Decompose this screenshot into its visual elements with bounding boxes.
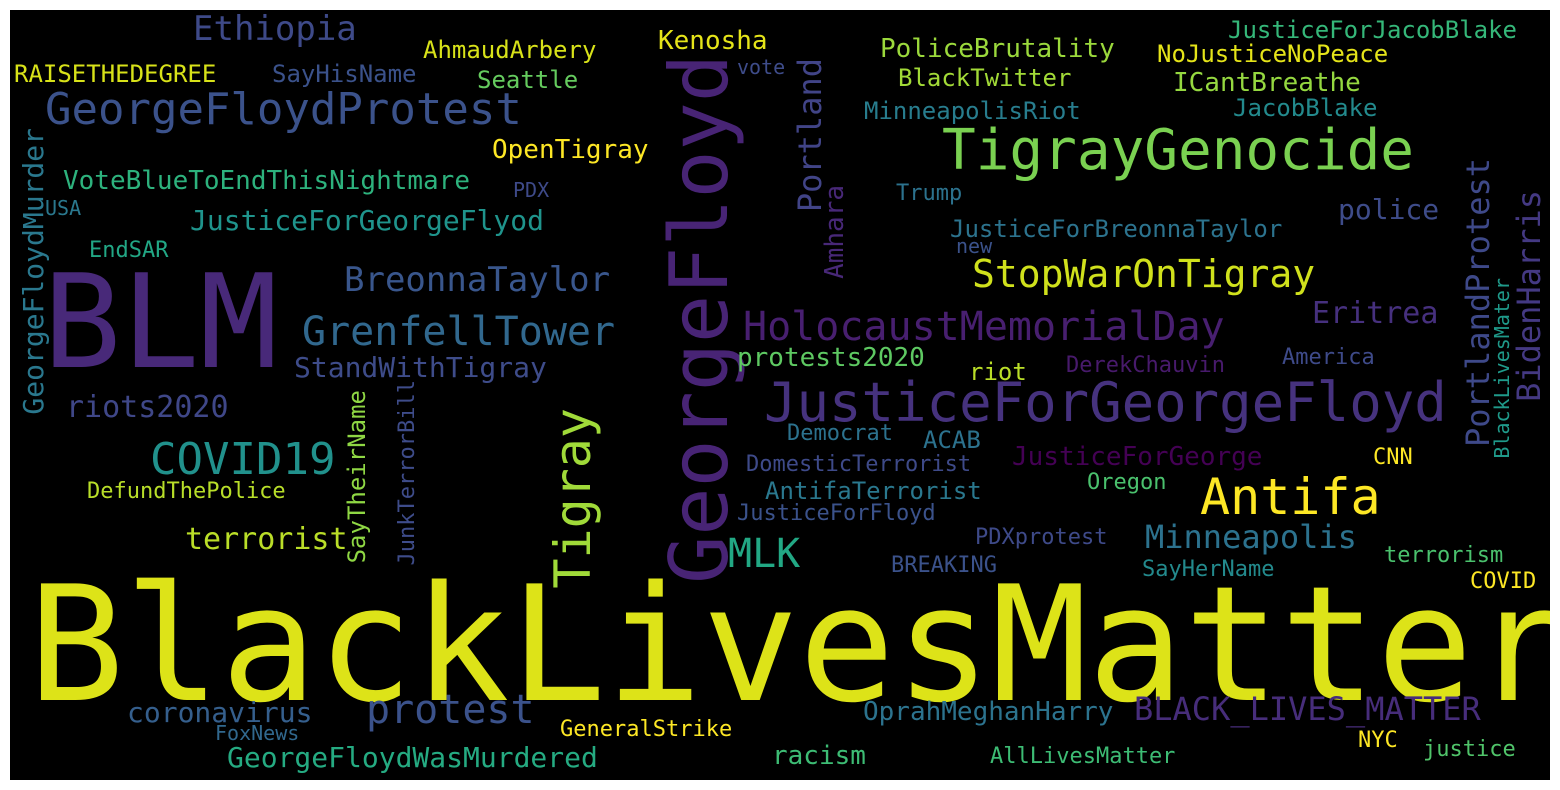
word-georgefloydprotest: GeorgeFloydProtest	[45, 84, 522, 135]
word-usa: USA	[45, 196, 82, 220]
word-justiceforjacobblake: JusticeForJacobBlake	[1228, 16, 1517, 44]
word-eritrea: Eritrea	[1312, 296, 1439, 331]
word-alllivesmatter: AllLivesMatter	[990, 744, 1176, 769]
word-saytheirname: SayTheirName	[343, 390, 371, 564]
word-jacobblake: JacobBlake	[1233, 94, 1378, 122]
word-kenosha: Kenosha	[658, 26, 768, 56]
word-justice: justice	[1423, 737, 1516, 762]
word-pdxprotest: PDXprotest	[975, 525, 1108, 550]
word-justiceforgeorge: JusticeForGeorge	[1012, 442, 1263, 472]
word-vote: vote	[737, 55, 786, 79]
word-new: new	[956, 234, 993, 258]
word-defundthepolice: DefundThePolice	[87, 479, 286, 504]
word-raisethedegree: RAISETHEDEGREE	[14, 60, 217, 88]
word-oprahmeghanharry: OprahMeghanHarry	[863, 697, 1114, 727]
word-grenfelltower: GrenfellTower	[302, 309, 616, 355]
word-generalstrike: GeneralStrike	[560, 717, 733, 742]
word-foxnews: FoxNews	[215, 721, 300, 745]
word-cloud: BlackLivesMatter BLM GeorgeFloyd TigrayG…	[10, 10, 1550, 780]
word-tigray: Tigray	[544, 408, 602, 589]
word-pdx: PDX	[513, 178, 550, 202]
word-sayhername: SayHerName	[1142, 557, 1275, 582]
word-ahmaudarbery: AhmaudArbery	[423, 36, 597, 64]
word-trump: Trump	[896, 181, 963, 206]
word-minneapolis: Minneapolis	[1145, 518, 1357, 556]
word-amhara: Amhara	[820, 185, 850, 279]
word-georgefloyd: GeorgeFloyd	[653, 54, 746, 584]
word-nyc: NYC	[1358, 728, 1398, 753]
word-georgefloydmurder: GeorgeFloydMurder	[17, 128, 50, 415]
word-votebluetoendthisnightmare: VoteBlueToEndThisNightmare	[63, 166, 470, 196]
word-sayhisname: SayHisName	[272, 60, 417, 88]
word-police: police	[1338, 193, 1440, 226]
word-georgefloydwasmurdered: GeorgeFloydWasMurdered	[227, 741, 598, 774]
word-ethiopia: Ethiopia	[193, 10, 357, 49]
word-mlk: MLK	[728, 531, 801, 577]
word-opentigray: OpenTigray	[492, 135, 649, 165]
word-justiceforfloyd: JusticeForFloyd	[737, 501, 936, 526]
word-policebrutality: PoliceBrutality	[880, 34, 1115, 64]
word-blm: BLM	[43, 246, 278, 398]
word-covid19: COVID19	[150, 434, 336, 485]
word-stopwarontigray: StopWarOnTigray	[972, 252, 1316, 296]
word-seattle: Seattle	[477, 66, 579, 94]
word-nojusticenopeace: NoJusticeNoPeace	[1157, 40, 1389, 68]
word-junkterrorbill: JunkTerrorBill	[395, 380, 420, 566]
word-acab: ACAB	[923, 426, 981, 454]
word-domesticterrorist: DomesticTerrorist	[746, 452, 972, 477]
word-antifaterrorist: AntifaTerrorist	[765, 477, 982, 505]
word-protests2020: protests2020	[737, 343, 925, 373]
word-standwithtigray: StandWithTigray	[294, 351, 547, 384]
word-blacktwitter: BlackTwitter	[898, 64, 1072, 92]
word-tigraygenocide: TigrayGenocide	[942, 118, 1415, 183]
word-blacklivesmatter: BlackLivesMatter	[28, 551, 1550, 738]
word-blacklivesmater: BlackLivesMater	[1490, 278, 1514, 459]
word-breaking: BREAKING	[891, 553, 997, 578]
word-oregon: Oregon	[1087, 470, 1167, 495]
word-endsar: EndSAR	[89, 238, 169, 263]
word-justiceforgeorgeflyod: JusticeForGeorgeFlyod	[190, 204, 545, 237]
word-minneapolisriot: MinneapolisRiot	[864, 97, 1081, 125]
word-cnn: CNN	[1373, 445, 1413, 470]
word-breonnataylor: BreonnaTaylor	[344, 260, 611, 300]
word-justiceforgeorgefloyd: JusticeForGeorgeFloyd	[764, 371, 1447, 434]
word-covid: COVID	[1470, 569, 1537, 594]
word-riot: riot	[969, 358, 1027, 386]
word-terrorism: terrorism	[1384, 543, 1504, 568]
word-democrat: Democrat	[787, 421, 893, 446]
word-racism: racism	[772, 741, 866, 771]
word-bidenharris: BidenHarris	[1510, 190, 1548, 402]
word-protest: protest	[366, 687, 535, 733]
word-riots2020: riots2020	[66, 390, 229, 425]
word-derekchauvin: DerekChauvin	[1066, 353, 1225, 378]
word-holocaustmemorialday: HolocaustMemorialDay	[743, 304, 1225, 350]
word-america: America	[1282, 345, 1375, 370]
word-antifa: Antifa	[1200, 468, 1381, 526]
word-black-lives-matter: BLACK_LIVES_MATTER	[1134, 690, 1481, 728]
word-icantbreathe: ICantBreathe	[1173, 68, 1361, 98]
word-justiceforbreonnataylor: JusticeForBreonnaTaylor	[950, 215, 1283, 243]
word-terrorist: terrorist	[185, 522, 348, 557]
word-coronavirus: coronavirus	[127, 696, 313, 729]
